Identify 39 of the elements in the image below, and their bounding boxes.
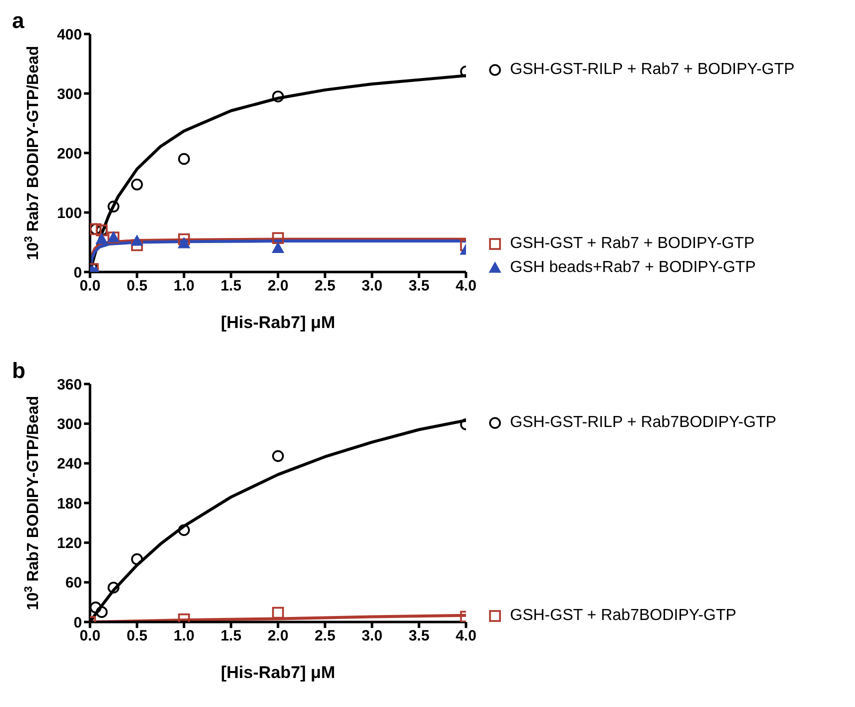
y-tick-label: 100 <box>56 204 82 222</box>
legend-label: GSH-GST + Rab7BODIPY-GTP <box>510 606 736 625</box>
y-tick-label: 0 <box>74 614 82 632</box>
x-tick-label: 3.0 <box>362 628 382 645</box>
y-tick-label: 300 <box>56 416 82 433</box>
chart-title: a <box>12 8 24 34</box>
x-tick-label: 3.5 <box>408 278 430 295</box>
y-tick-label: 180 <box>56 495 82 512</box>
x-tick-label: 3.0 <box>362 278 382 295</box>
y-tick-label: 60 <box>65 574 82 592</box>
x-tick-label: 1.5 <box>220 278 242 295</box>
x-tick-label: 2.0 <box>268 628 288 645</box>
chart-title: b <box>12 358 26 384</box>
x-tick-label: 2.5 <box>314 628 336 645</box>
legend-label: GSH beads+Rab7 + BODIPY-GTP <box>510 259 756 278</box>
x-tick-label: 4.0 <box>456 628 476 645</box>
x-tick-label: 2.0 <box>268 278 288 295</box>
legend-label: GSH-GST + Rab7 + BODIPY-GTP <box>510 235 755 254</box>
x-tick-label: 4.0 <box>456 278 476 295</box>
legend-label: GSH-GST-RILP + Rab7 + BODIPY-GTP <box>510 61 795 80</box>
y-tick-label: 400 <box>56 26 82 44</box>
x-tick-label: 2.5 <box>314 278 336 295</box>
legend-label: GSH-GST-RILP + Rab7BODIPY-GTP <box>510 414 776 432</box>
y-tick-label: 120 <box>56 534 82 552</box>
x-tick-label: 1.5 <box>220 628 242 645</box>
x-tick-label: 0.0 <box>80 278 100 295</box>
x-tick-label: 0.0 <box>80 628 100 645</box>
y-tick-label: 360 <box>56 376 82 394</box>
x-tick-label: 0.5 <box>126 628 148 645</box>
x-axis-title: [His-Rab7] μM <box>220 663 336 682</box>
x-axis-title: [His-Rab7] μM <box>220 313 336 332</box>
x-tick-label: 3.5 <box>408 628 430 645</box>
x-tick-label: 1.0 <box>174 278 194 295</box>
x-tick-label: 0.5 <box>126 278 148 295</box>
y-tick-label: 0 <box>74 264 82 282</box>
y-tick-label: 200 <box>56 145 82 162</box>
y-tick-label: 240 <box>56 456 82 473</box>
x-tick-label: 1.0 <box>174 628 194 645</box>
y-tick-label: 300 <box>56 86 82 103</box>
